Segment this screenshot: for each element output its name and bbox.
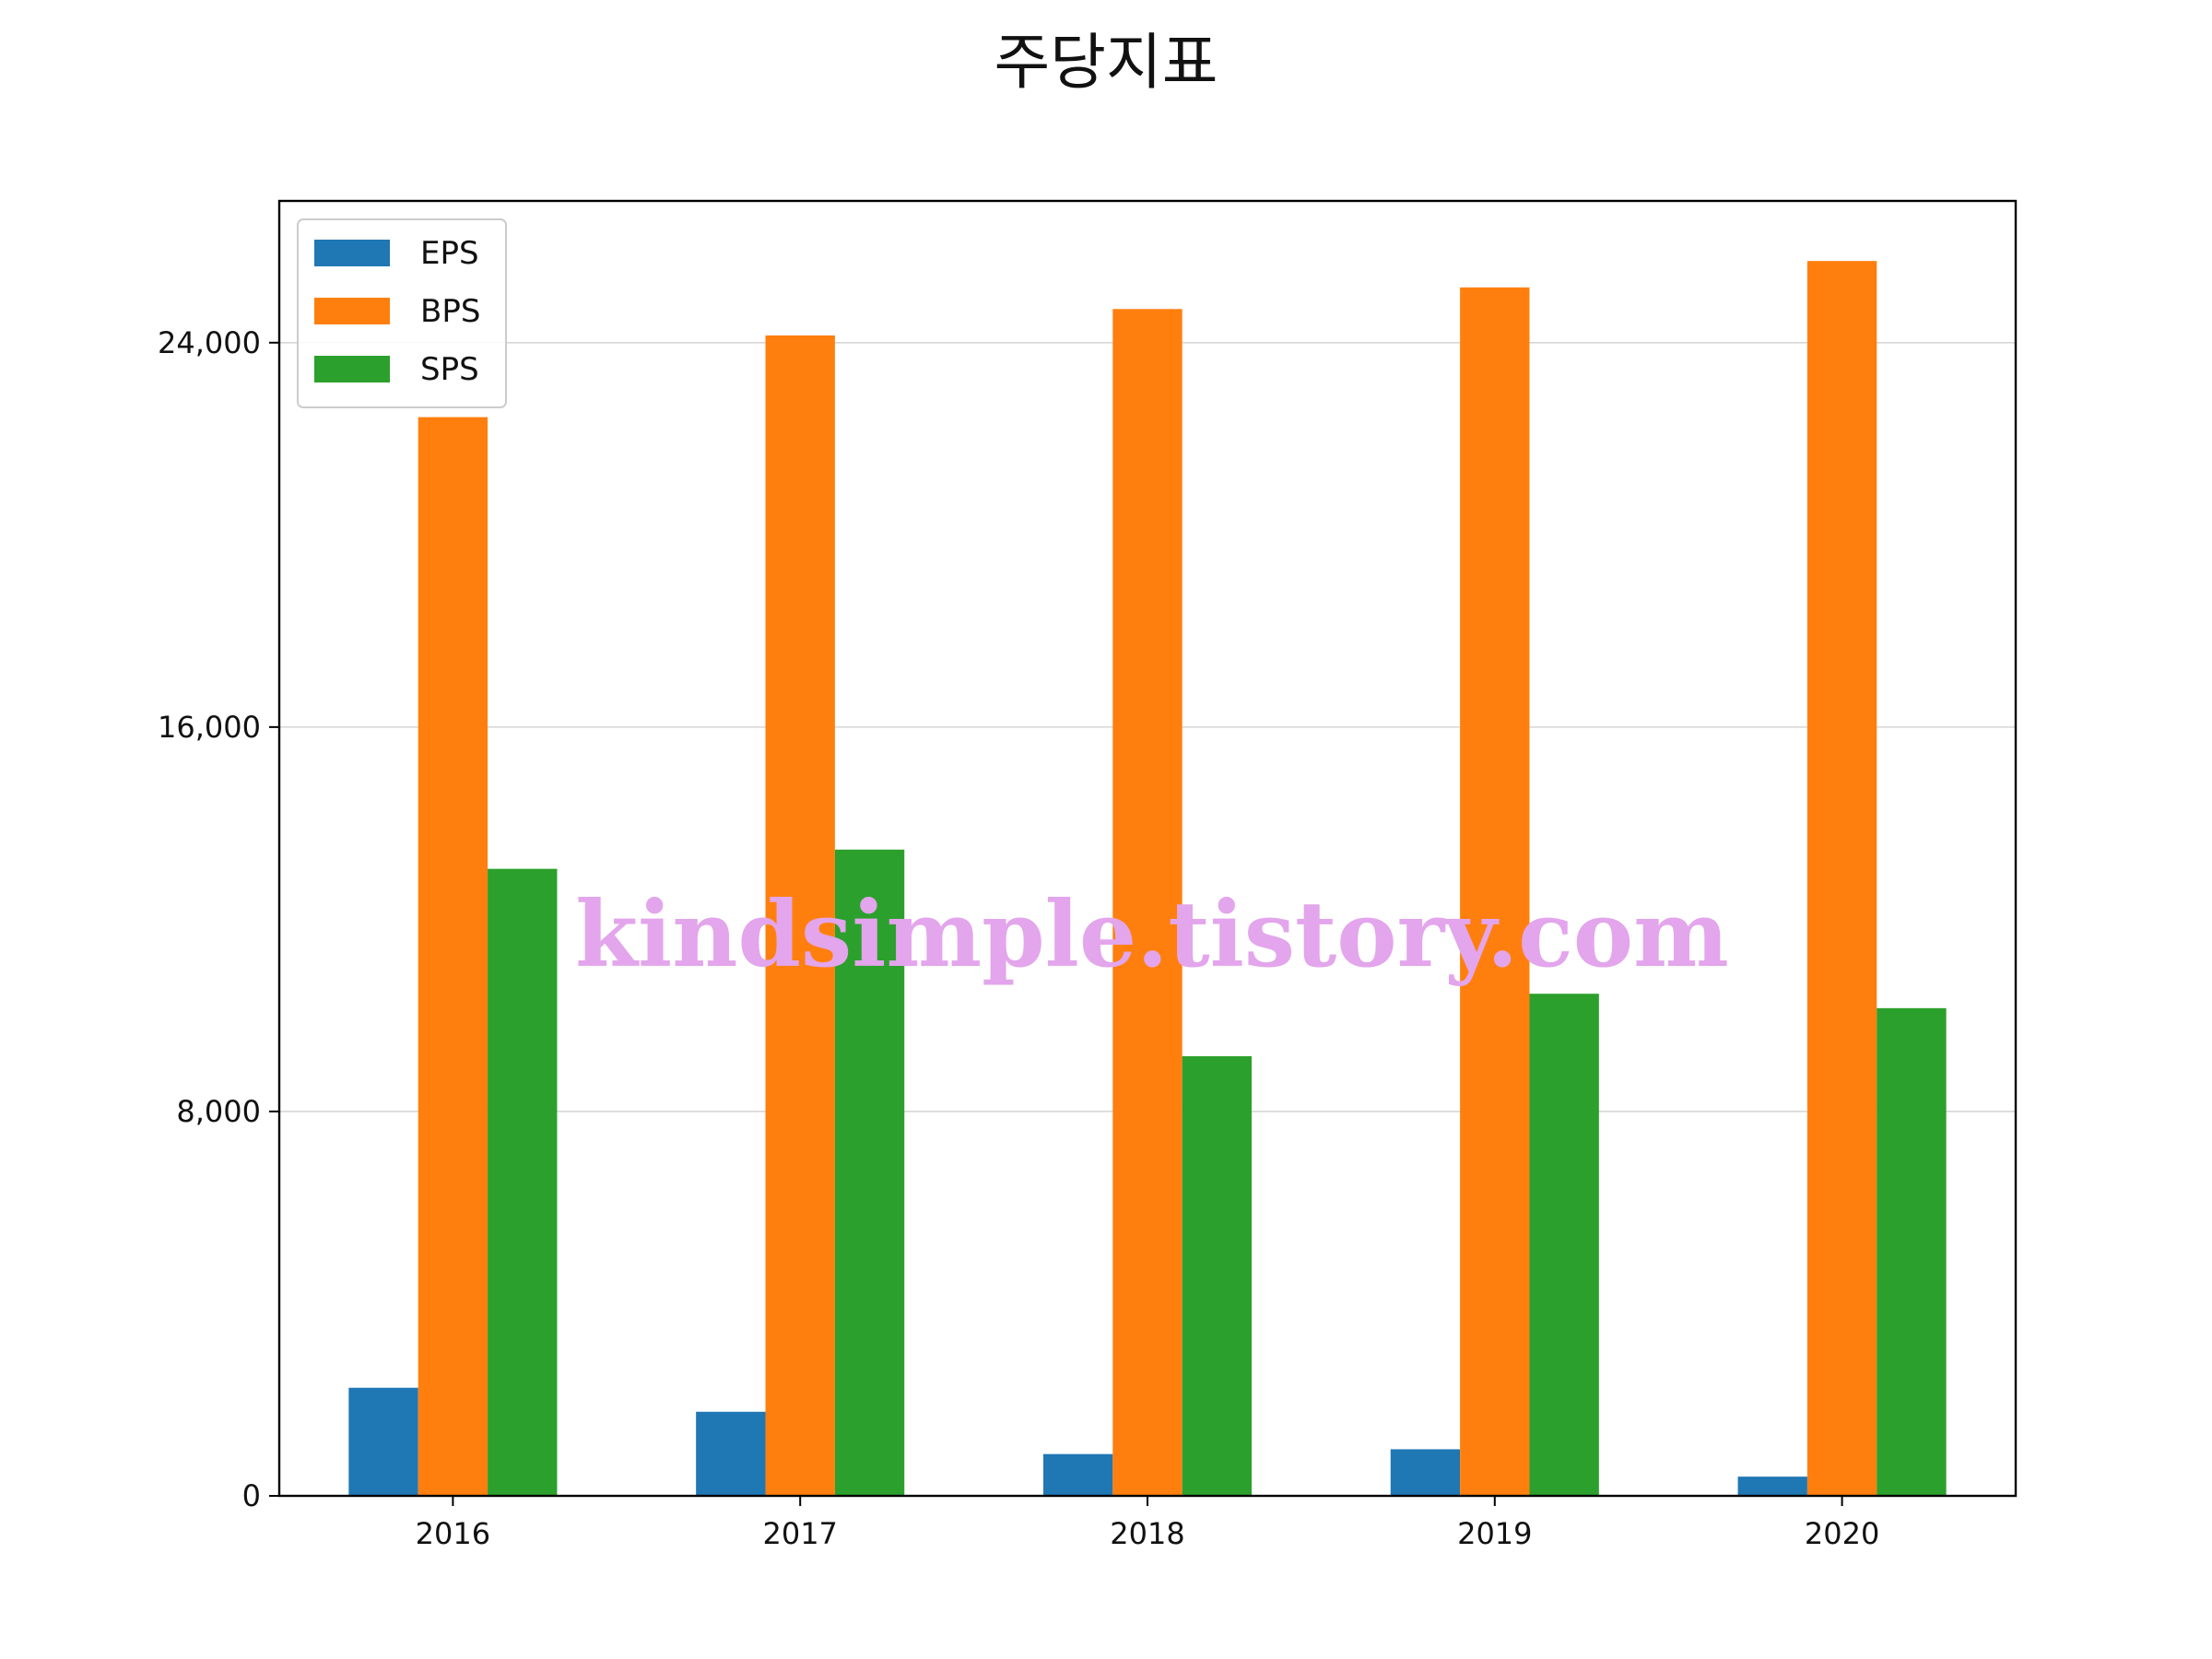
bars [348,261,1947,1497]
bar-eps-2017 [696,1411,766,1496]
bar-sps-2020 [1877,1007,1947,1496]
bar-eps-2020 [1737,1477,1807,1496]
legend-label-eps: EPS [420,235,479,272]
y-tick-label: 0 [242,1478,261,1513]
bar-sps-2018 [1182,1055,1253,1496]
legend-swatch-eps [314,240,390,266]
x-tick-label: 2017 [762,1516,837,1551]
x-tick-label: 2016 [416,1516,490,1551]
y-tick-label: 16,000 [158,710,261,745]
y-tick-label: 8,000 [176,1094,261,1129]
watermark-text: kindsimple.tistory.com [575,882,1729,988]
bar-eps-2016 [348,1387,418,1496]
bar-bps-2018 [1112,309,1182,1497]
plot-frame [277,199,2018,1498]
bar-sps-2016 [488,868,558,1496]
x-tick-label: 2019 [1457,1516,1532,1551]
bar-bps-2016 [418,417,488,1497]
axes: 0 8,000 16,000 24,000 2016 2017 2018 2019 2020 [158,199,2018,1551]
chart-title: 주당지표 [994,27,1218,98]
bar-sps-2019 [1529,994,1599,1496]
legend-label-bps: BPS [420,293,480,330]
bar-eps-2018 [1042,1453,1113,1496]
y-tick-label: 24,000 [158,325,261,360]
x-tick-label: 2018 [1110,1516,1184,1551]
x-tick-label: 2020 [1805,1516,1879,1551]
bar-bps-2019 [1460,287,1530,1496]
legend-swatch-sps [314,356,390,382]
legend: EPS BPS SPS [297,218,507,408]
bar-bps-2020 [1806,261,1877,1496]
legend-swatch-bps [314,298,390,324]
bar-sps-2017 [834,849,905,1496]
legend-label-sps: SPS [420,351,479,388]
bar-eps-2019 [1390,1449,1461,1496]
bar-bps-2017 [765,335,835,1497]
